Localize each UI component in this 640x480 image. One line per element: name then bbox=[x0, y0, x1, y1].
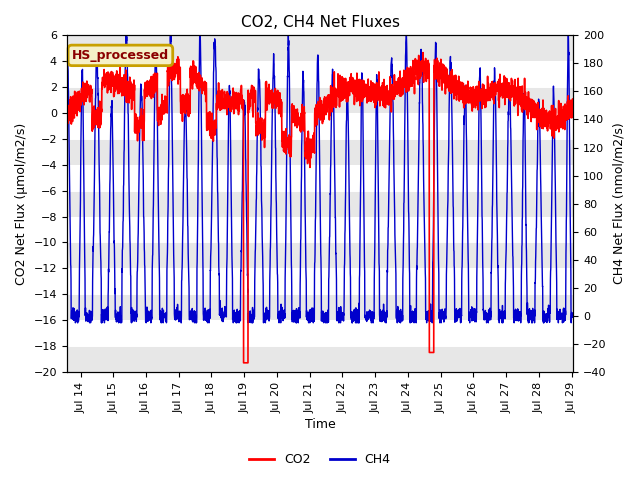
Bar bbox=[67, 294, 573, 320]
Y-axis label: CO2 Net Flux (μmol/m2/s): CO2 Net Flux (μmol/m2/s) bbox=[15, 122, 28, 285]
X-axis label: Time: Time bbox=[305, 419, 335, 432]
Bar bbox=[67, 191, 573, 216]
Legend: CO2, CH4: CO2, CH4 bbox=[244, 448, 396, 471]
Text: HS_processed: HS_processed bbox=[72, 49, 169, 62]
Bar bbox=[67, 36, 573, 61]
Bar bbox=[67, 87, 573, 113]
Y-axis label: CH4 Net Flux (nmol/m2/s): CH4 Net Flux (nmol/m2/s) bbox=[612, 123, 625, 285]
Title: CO2, CH4 Net Fluxes: CO2, CH4 Net Fluxes bbox=[241, 15, 399, 30]
Bar bbox=[67, 346, 573, 372]
Bar bbox=[67, 242, 573, 268]
Bar bbox=[67, 139, 573, 165]
